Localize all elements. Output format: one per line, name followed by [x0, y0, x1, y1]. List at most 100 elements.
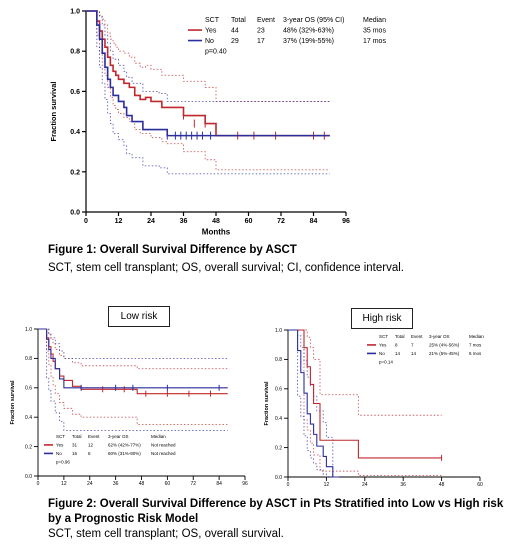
- x-tick-label: 60: [245, 218, 253, 225]
- legend-median: Not reached: [151, 451, 176, 456]
- legend-label: No: [56, 451, 62, 456]
- legend-header: Total: [231, 17, 246, 24]
- x-tick-label: 12: [115, 218, 123, 225]
- y-tick-label: 1.0: [70, 8, 80, 15]
- high-risk-label: High risk: [351, 308, 413, 329]
- ci-upper-no: [288, 329, 340, 478]
- legend-label: Yes: [379, 343, 387, 348]
- legend-pvalue: p=0.40: [205, 49, 227, 56]
- ci-lower-no: [86, 10, 330, 175]
- y-tick-label: 0.6: [70, 89, 80, 96]
- y-tick-label: 0.2: [70, 169, 80, 176]
- legend-label: Yes: [205, 28, 217, 35]
- legend-header: Event: [257, 17, 275, 24]
- legend-header: Total: [395, 334, 405, 339]
- y-tick-label: 0.6: [275, 387, 282, 393]
- survival-line-no: [86, 10, 330, 137]
- y-tick-label: 0.4: [25, 415, 32, 421]
- fig2-caption-text: SCT, stem cell transplant; OS, overall s…: [48, 528, 284, 540]
- y-tick-label: 0.0: [70, 209, 80, 216]
- legend-header: Median: [151, 434, 166, 439]
- ci-lower-no: [288, 329, 340, 478]
- legend-header: Median: [469, 334, 484, 339]
- y-axis-label: Fraction survival: [49, 81, 58, 141]
- x-tick-label: 24: [362, 482, 368, 488]
- legend-os: 21% (5%-45%): [429, 351, 460, 356]
- legend-pvalue: p=0.96: [56, 460, 70, 465]
- survival-line-yes: [38, 328, 228, 395]
- x-tick-label: 72: [190, 481, 196, 487]
- ci-upper-no: [38, 328, 228, 359]
- x-tick-label: 48: [212, 218, 220, 225]
- legend-total: 44: [231, 28, 239, 35]
- legend-total: 14: [395, 351, 401, 356]
- x-tick-label: 84: [310, 218, 318, 225]
- legend-median: 5 mos: [469, 351, 482, 356]
- legend-event: 7: [411, 343, 414, 348]
- y-tick-label: 1.0: [25, 327, 32, 333]
- y-tick-label: 0.8: [275, 357, 282, 363]
- y-tick-label: 0.4: [70, 129, 80, 136]
- survival-line-no: [38, 328, 228, 389]
- x-axis-label: Months: [202, 228, 231, 237]
- legend-event: 23: [257, 28, 265, 35]
- legend-median: 35 mos: [363, 28, 386, 35]
- legend-os: 62% (42%-77%): [108, 443, 141, 448]
- x-tick-label: 84: [216, 481, 222, 487]
- legend-median: 7 mos: [469, 343, 482, 348]
- legend-total: 31: [72, 443, 78, 448]
- fig1-chart: 0.0 0.2 0.4 0.6 0.8 1.0 0 12 24 36 48 60 72 84 96 Month…: [49, 8, 386, 237]
- legend-median: Not reached: [151, 443, 176, 448]
- legend-os: 48% (32%-63%): [283, 28, 334, 35]
- ci-lower-no: [38, 328, 228, 431]
- x-tick-label: 36: [400, 482, 406, 488]
- x-tick-label: 0: [287, 482, 290, 488]
- fig2-low-risk-chart: 0.0 0.2 0.4 0.6 0.8 1.0 0 12 24 36 48 60 72 84 96 Fract…: [10, 327, 248, 487]
- y-tick-label: 0.2: [25, 444, 32, 450]
- x-tick-label: 24: [147, 218, 155, 225]
- x-tick-label: 72: [277, 218, 285, 225]
- legend-os: 25% (4%-56%): [429, 343, 460, 348]
- y-tick-label: 0.0: [25, 474, 32, 480]
- survival-line-no: [288, 329, 340, 478]
- y-tick-label: 0.0: [275, 475, 282, 481]
- low-risk-label: Low risk: [108, 306, 170, 327]
- legend-header: SCT: [379, 334, 388, 339]
- x-tick-label: 48: [439, 482, 445, 488]
- x-tick-label: 36: [180, 218, 188, 225]
- legend-header: 3-year OS: [429, 334, 450, 339]
- x-tick-label: 12: [324, 482, 330, 488]
- legend-header: Median: [363, 17, 386, 24]
- survival-line-yes: [288, 329, 442, 459]
- legend-event: 14: [411, 351, 417, 356]
- legend-pvalue: p=0.14: [379, 360, 393, 365]
- legend-total: 8: [395, 343, 398, 348]
- ci-upper-yes: [38, 328, 228, 370]
- legend-header: Event: [88, 434, 100, 439]
- legend-total: 16: [72, 451, 78, 456]
- fig2-high-risk-chart: 0.0 0.2 0.4 0.6 0.8 1.0 0 12 24 36 48 60 Fraction su…: [264, 328, 484, 488]
- legend-total: 29: [231, 38, 239, 45]
- x-tick-label: 96: [342, 218, 350, 225]
- y-tick-label: 0.2: [275, 445, 282, 451]
- legend-median: 17 mos: [363, 38, 386, 45]
- y-tick-label: 0.8: [25, 356, 32, 362]
- y-tick-label: 0.4: [275, 416, 282, 422]
- x-tick-label: 0: [84, 218, 88, 225]
- y-axis-label: Fraction survival: [10, 380, 16, 424]
- legend-label: No: [379, 351, 385, 356]
- legend-os: 37% (19%-55%): [283, 38, 334, 45]
- ci-lower-yes: [38, 328, 228, 425]
- x-tick-label: 12: [61, 481, 67, 487]
- ci-lower-yes: [86, 10, 330, 171]
- fig1-caption-title: Figure 1: Overall Survival Difference by…: [48, 244, 297, 256]
- ci-upper-no: [86, 10, 330, 102]
- legend-header: SCT: [56, 434, 65, 439]
- y-axis-label: Fraction survival: [264, 381, 270, 425]
- legend-os: 60% (31%-80%): [108, 451, 141, 456]
- y-tick-label: 0.6: [25, 386, 32, 392]
- x-tick-label: 24: [87, 481, 93, 487]
- ci-upper-yes: [86, 10, 330, 102]
- x-tick-label: 60: [477, 482, 483, 488]
- fig1-caption-text: SCT, stem cell transplant; OS, overall s…: [48, 262, 405, 274]
